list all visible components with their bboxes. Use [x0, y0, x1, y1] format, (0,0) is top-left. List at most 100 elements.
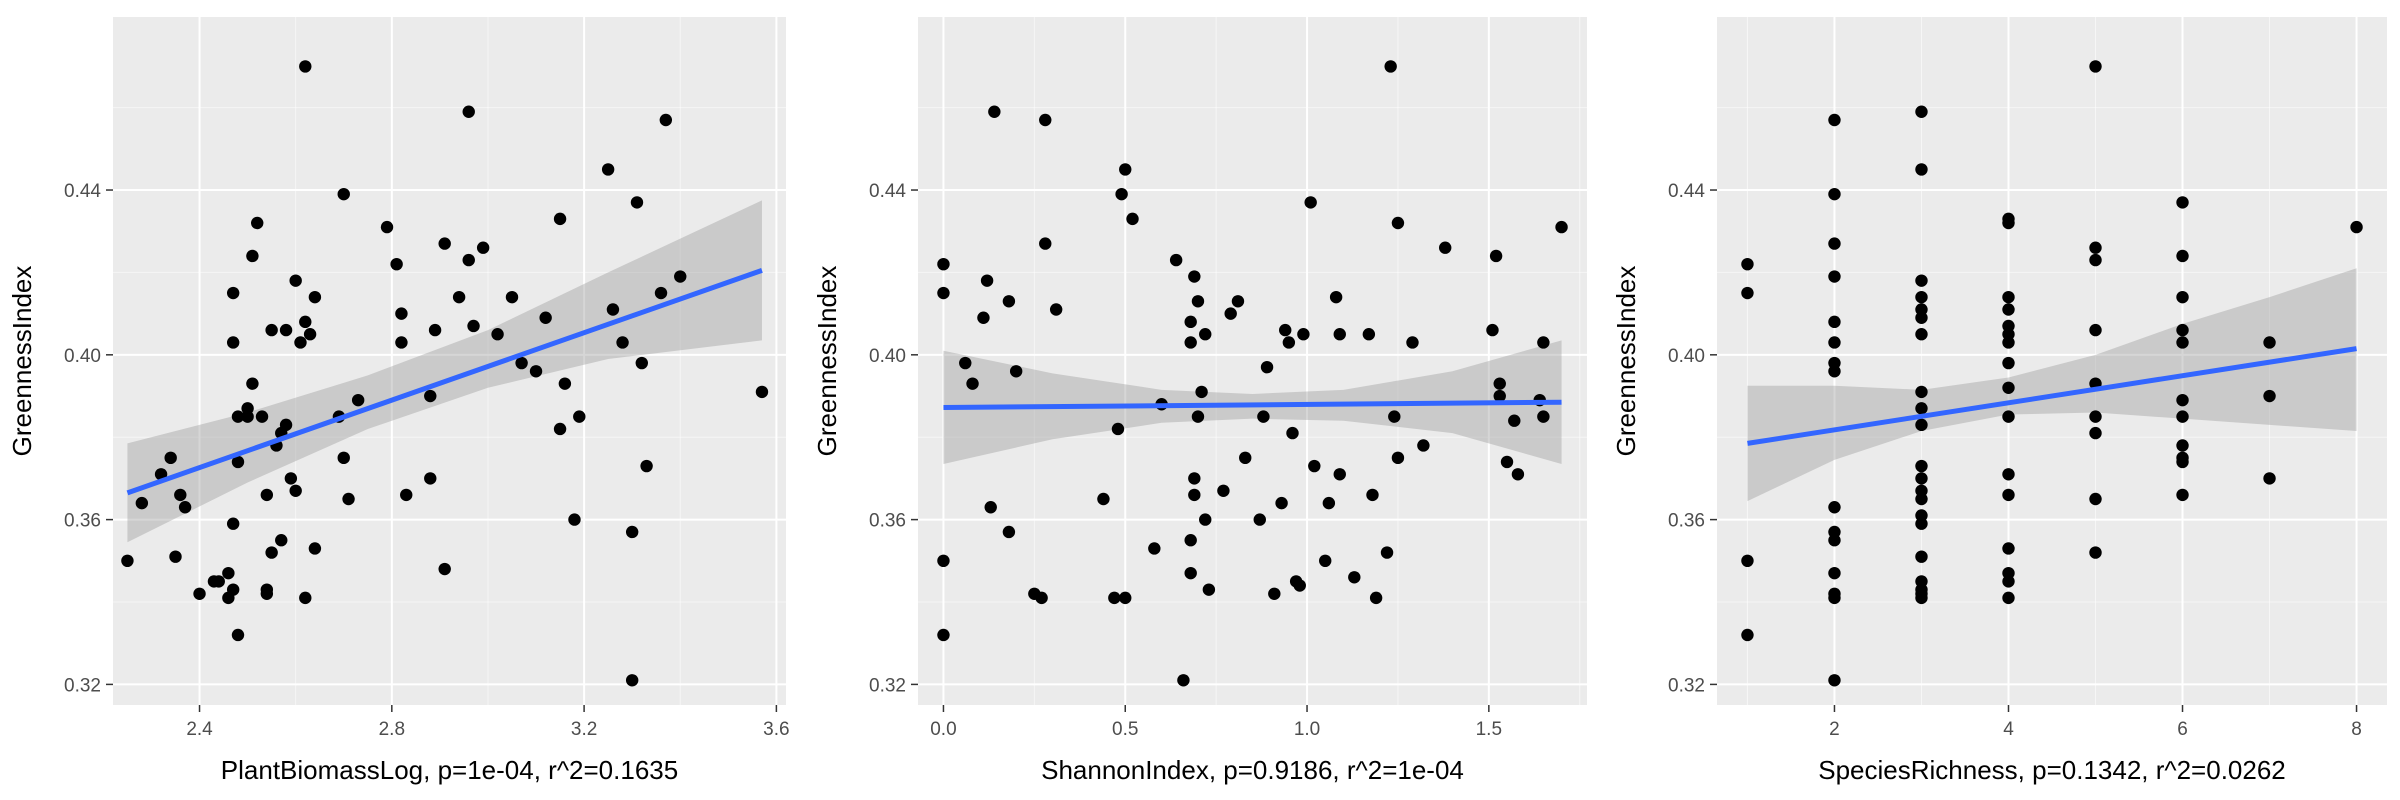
data-points	[937, 60, 1568, 687]
regression-line	[1747, 346, 2357, 446]
data-point	[1741, 257, 1754, 271]
data-point	[1115, 187, 1128, 201]
x-tick-label: 6	[2177, 719, 2188, 740]
x-tick-label: 2.4	[186, 719, 213, 740]
data-point	[231, 455, 245, 469]
data-point	[558, 377, 572, 390]
data-point	[260, 488, 274, 502]
data-point	[2176, 410, 2189, 423]
data-point	[2176, 196, 2189, 209]
data-point	[1224, 307, 1237, 320]
data-point	[231, 628, 245, 642]
data-point	[1380, 546, 1394, 559]
data-point	[937, 257, 950, 271]
data-point	[226, 517, 240, 530]
data-point	[1406, 336, 1419, 349]
data-point	[1184, 566, 1197, 580]
data-point	[1184, 336, 1197, 349]
data-point	[476, 241, 490, 254]
data-point	[1828, 534, 1841, 547]
y-axis-title: GreennessIndex	[7, 266, 37, 457]
data-point	[284, 472, 298, 485]
data-point	[467, 319, 480, 333]
data-point	[1915, 550, 1928, 563]
data-points	[121, 60, 769, 687]
data-point	[1253, 513, 1266, 526]
data-point	[2089, 546, 2102, 559]
data-point	[299, 591, 312, 605]
data-point	[1239, 451, 1252, 465]
data-point	[2176, 249, 2189, 263]
data-point	[2002, 591, 2015, 605]
y-tick-label: 0.44	[1668, 181, 1705, 202]
data-point	[260, 583, 274, 596]
y-tick-label: 0.36	[869, 511, 906, 532]
data-point	[1828, 566, 1841, 580]
data-point	[640, 459, 653, 473]
data-point	[1199, 513, 1212, 526]
y-tick-label: 0.32	[869, 675, 906, 696]
data-point	[1108, 591, 1121, 605]
data-point	[1184, 315, 1197, 329]
data-point	[428, 323, 442, 337]
data-point	[279, 418, 293, 432]
data-point	[342, 492, 355, 506]
data-point	[1915, 402, 1928, 415]
data-point	[438, 562, 451, 576]
data-point	[606, 303, 620, 316]
y-tick-label: 0.40	[1668, 346, 1705, 367]
data-point	[977, 311, 990, 324]
data-point	[1097, 492, 1110, 506]
data-point	[2002, 410, 2015, 423]
data-point	[1493, 389, 1506, 403]
x-axis-title: PlantBiomassLog, p=1e-04, r^2=0.1635	[221, 755, 678, 785]
data-point	[1217, 484, 1230, 497]
data-point	[1828, 674, 1841, 687]
data-point	[135, 496, 149, 510]
data-point	[635, 356, 648, 370]
data-point	[755, 385, 769, 399]
data-point	[174, 488, 187, 502]
data-point	[2176, 393, 2189, 407]
data-point	[674, 270, 687, 283]
data-point	[251, 216, 264, 230]
data-point	[1279, 323, 1292, 337]
data-point	[231, 410, 245, 423]
data-point	[337, 451, 350, 465]
data-point	[246, 249, 259, 263]
data-point	[1184, 534, 1197, 547]
data-point	[2263, 472, 2276, 485]
data-point	[601, 163, 615, 176]
data-point	[226, 336, 240, 349]
data-point	[1915, 517, 1928, 530]
data-point	[1555, 220, 1568, 234]
data-point	[2002, 356, 2015, 370]
x-tick-label: 0.0	[930, 719, 956, 740]
data-point	[289, 274, 302, 287]
data-point	[1915, 328, 1928, 341]
data-point	[2002, 216, 2015, 230]
data-point	[2176, 488, 2189, 502]
data-point	[1297, 328, 1310, 341]
y-tick-label: 0.32	[1668, 675, 1705, 696]
data-point	[1009, 365, 1023, 378]
data-point	[178, 501, 192, 514]
data-point	[2002, 336, 2015, 349]
x-axis-ticks: 2 4 6 8	[1829, 705, 2362, 740]
x-tick-label: 1.5	[1476, 719, 1502, 740]
data-point	[1126, 212, 1139, 226]
data-point	[1348, 571, 1361, 584]
data-point	[568, 513, 581, 526]
data-point	[2089, 426, 2102, 440]
data-point	[2002, 290, 2015, 304]
x-tick-label: 1.0	[1294, 719, 1320, 740]
x-tick-label: 0.5	[1112, 719, 1138, 740]
data-point	[337, 187, 350, 201]
data-point	[1177, 674, 1190, 687]
y-tick-label: 0.44	[869, 181, 906, 202]
data-point	[395, 307, 408, 320]
data-point	[1231, 295, 1245, 308]
data-point	[279, 323, 293, 337]
data-point	[289, 484, 302, 497]
panel-species-richness: 2 4 6 8 0.32 0.36 0.40 0.44 SpeciesRichness, p…	[1611, 17, 2387, 785]
